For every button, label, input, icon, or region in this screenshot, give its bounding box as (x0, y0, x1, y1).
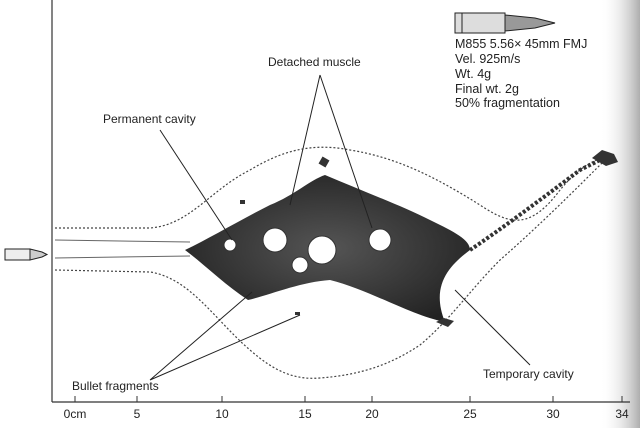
tissue-voids (223, 227, 392, 274)
bullet-icon (454, 12, 556, 34)
tick-label: 15 (298, 407, 312, 421)
label: Detached muscle (268, 55, 361, 69)
tick-label: 10 (215, 407, 229, 421)
label: Temporary cavity (483, 367, 574, 381)
tick-label: 30 (546, 407, 560, 421)
bullet-track (54, 239, 191, 259)
fragments (240, 150, 618, 327)
cavity-outline-top (55, 146, 606, 229)
cavity-outline-bottom (54, 159, 606, 379)
spec-line: Vel. 925m/s (455, 52, 520, 66)
small-bullet (4, 248, 49, 261)
spec-line: 50% fragmentation (455, 96, 560, 110)
spec-line: Wt. 4g (455, 67, 491, 81)
leader-lines (149, 74, 531, 381)
label: Bullet fragments (72, 379, 159, 393)
tick-label: 34 (615, 407, 629, 421)
fragment-trail (468, 158, 601, 252)
tick-label: 25 (463, 407, 477, 421)
tick-label: 5 (134, 407, 141, 421)
spec-line: Final wt. 2g (455, 82, 519, 96)
tick-label: 20 (365, 407, 379, 421)
label: Permanent cavity (103, 112, 196, 126)
axis-ticks (74, 396, 623, 402)
page-shadow (600, 0, 640, 428)
tick-label: 0cm (64, 407, 87, 421)
spec-line: M855 5.56× 45mm FMJ (455, 37, 587, 51)
